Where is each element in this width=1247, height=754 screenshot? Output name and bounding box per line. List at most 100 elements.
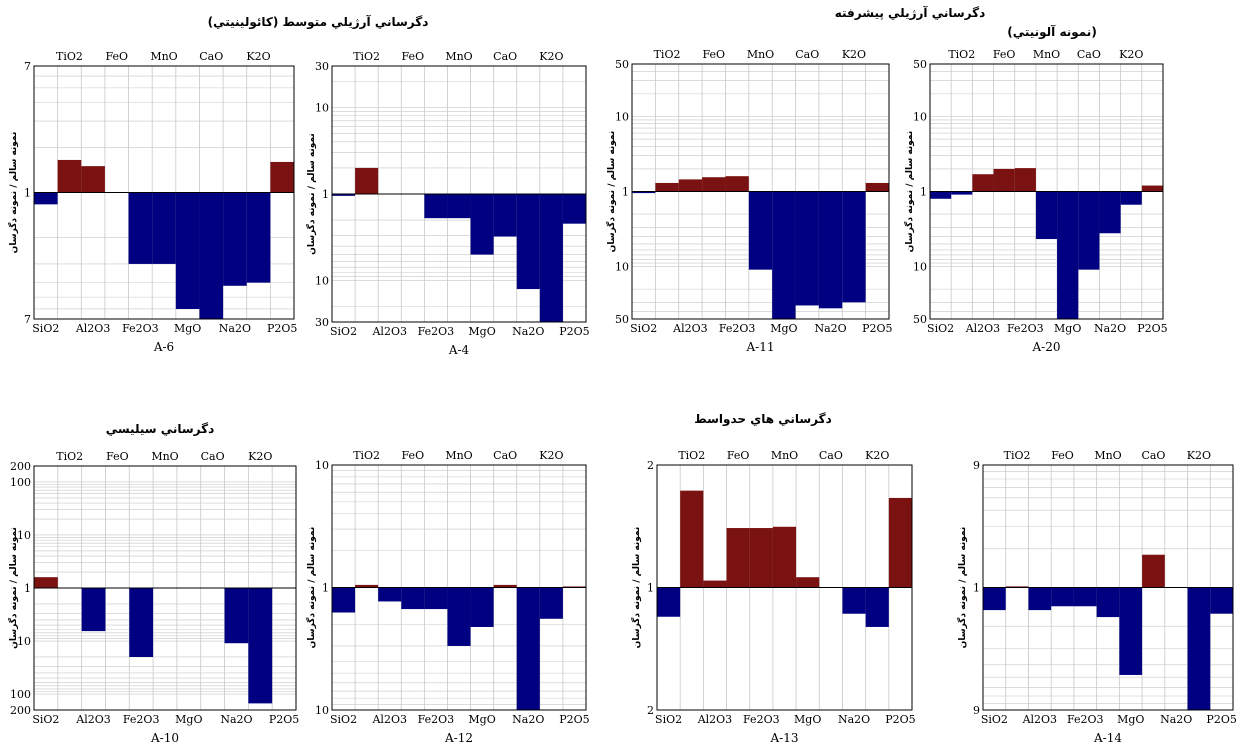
y-axis-label: نمونه سالم / نمونه دگرسان <box>7 132 19 254</box>
y-tick-label: 7 <box>24 313 31 326</box>
chart-A-10: 20010010110100200SiO2TiO2Al2O3FeOFe2O3Mn… <box>7 450 299 745</box>
oxide-label-top: CaO <box>819 449 843 462</box>
bar-SiO2 <box>983 587 1006 611</box>
bar-Fe2O3 <box>128 192 153 264</box>
oxide-label-top: K2O <box>248 450 272 463</box>
oxide-label-top: CaO <box>493 449 517 462</box>
sample-name: A-6 <box>153 340 174 354</box>
y-tick-label: 1 <box>24 187 31 200</box>
y-tick-label: 9 <box>973 704 980 717</box>
oxide-label-top: K2O <box>539 50 563 63</box>
bar-TiO2 <box>680 490 704 588</box>
bar-K2O <box>246 192 271 283</box>
bar-SiO2 <box>632 191 656 194</box>
bar-K2O <box>248 588 273 704</box>
bar-TiO2 <box>655 182 679 192</box>
oxide-label-top: K2O <box>539 449 563 462</box>
oxide-label-bottom: P2O5 <box>1206 713 1236 726</box>
bar-Fe2O3 <box>424 587 448 610</box>
bar-SiO2 <box>34 577 58 588</box>
y-tick-label: 1 <box>920 186 927 199</box>
y-tick-label: 30 <box>315 60 329 73</box>
oxide-label-top: CaO <box>199 50 223 63</box>
oxide-label-bottom: Na2O <box>512 325 544 338</box>
chart-A-6: 717SiO2TiO2Al2O3FeOFe2O3MnOMgOCaONa2OK2O… <box>7 50 297 354</box>
bar-MnO <box>152 192 176 264</box>
oxide-label-bottom: MgO <box>770 322 797 335</box>
sample-name: A-11 <box>746 340 775 354</box>
y-axis-label: نمونه سالم / نمونه دگرسان <box>7 527 19 649</box>
y-tick-label: 9 <box>973 459 980 472</box>
chart-A-14: 919SiO2TiO2Al2O3FeOFe2O3MnOMgOCaONa2OK2O… <box>956 449 1237 745</box>
y-tick-label: 50 <box>913 313 927 326</box>
bar-Na2O <box>516 587 540 710</box>
oxide-label-top: FeO <box>727 449 750 462</box>
bar-MgO <box>470 194 494 255</box>
heading-intermediate: دگرساني هاي حدواسط <box>694 412 832 427</box>
bar-Na2O <box>842 587 866 614</box>
bar-TiO2 <box>355 584 379 588</box>
oxide-label-bottom: Fe2O3 <box>743 713 780 726</box>
oxide-label-bottom: MgO <box>1117 713 1144 726</box>
bar-CaO <box>795 191 819 306</box>
bar-FeO <box>726 528 750 588</box>
bar-FeO <box>993 168 1015 192</box>
oxide-label-top: TiO2 <box>56 450 83 463</box>
oxide-label-bottom: Al2O3 <box>965 322 1000 335</box>
oxide-label-bottom: P2O5 <box>862 322 892 335</box>
oxide-label-bottom: MgO <box>468 325 495 338</box>
oxide-label-bottom: SiO2 <box>32 322 59 335</box>
oxide-label-bottom: P2O5 <box>559 325 589 338</box>
oxide-label-top: MnO <box>1094 449 1121 462</box>
oxide-label-bottom: SiO2 <box>32 713 59 726</box>
plot-frame <box>929 63 1164 320</box>
bar-K2O <box>539 194 563 322</box>
oxide-label-top: CaO <box>1077 48 1101 61</box>
y-tick-label: 10 <box>615 261 629 274</box>
bar-Fe2O3 <box>749 528 773 588</box>
oxide-label-bottom: Al2O3 <box>672 322 707 335</box>
oxide-label-top: MnO <box>445 449 472 462</box>
bar-SiO2 <box>657 587 681 617</box>
y-tick-label: 10 <box>315 459 329 472</box>
bar-Al2O3 <box>972 174 994 192</box>
bar-K2O <box>1120 191 1142 205</box>
oxide-label-bottom: Al2O3 <box>75 713 110 726</box>
oxide-label-top: CaO <box>201 450 225 463</box>
bar-MgO <box>1057 191 1079 319</box>
oxide-label-bottom: MgO <box>468 713 495 726</box>
oxide-label-top: MnO <box>1033 48 1060 61</box>
oxide-label-top: TiO2 <box>654 48 681 61</box>
y-axis-label: نمونه سالم / نمونه دگرسان <box>305 133 317 255</box>
y-tick-label: 1 <box>622 186 629 199</box>
oxide-label-bottom: P2O5 <box>1137 322 1167 335</box>
bar-MgO <box>796 577 820 588</box>
bar-MgO <box>470 587 494 627</box>
oxide-label-top: K2O <box>865 449 889 462</box>
bar-P2O5 <box>562 194 586 224</box>
y-tick-label: 1 <box>647 582 654 595</box>
oxide-label-bottom: SiO2 <box>981 713 1008 726</box>
oxide-label-top: K2O <box>842 48 866 61</box>
oxide-label-bottom: Fe2O3 <box>719 322 756 335</box>
bar-Na2O <box>1099 191 1121 234</box>
y-tick-label: 200 <box>10 460 31 473</box>
oxide-label-top: K2O <box>1119 48 1143 61</box>
oxide-label-top: FeO <box>402 449 425 462</box>
oxide-label-bottom: Fe2O3 <box>418 713 455 726</box>
oxide-label-bottom: SiO2 <box>927 322 954 335</box>
chart-A-13: 212SiO2TiO2Al2O3FeOFe2O3MnOMgOCaONa2OK2O… <box>630 449 916 745</box>
oxide-label-bottom: SiO2 <box>330 325 357 338</box>
y-tick-label: 200 <box>10 704 31 717</box>
bar-Al2O3 <box>378 587 402 602</box>
oxide-label-top: TiO2 <box>678 449 705 462</box>
oxide-label-bottom: P2O5 <box>885 713 915 726</box>
bar-TiO2 <box>57 159 82 193</box>
bar-Al2O3 <box>81 166 105 193</box>
sample-name: A-12 <box>444 731 473 745</box>
bar-Fe2O3 <box>725 176 749 192</box>
plot-frame <box>33 65 295 320</box>
oxide-label-bottom: Na2O <box>220 713 252 726</box>
sample-name: A-14 <box>1093 731 1122 745</box>
bar-TiO2 <box>951 191 973 195</box>
